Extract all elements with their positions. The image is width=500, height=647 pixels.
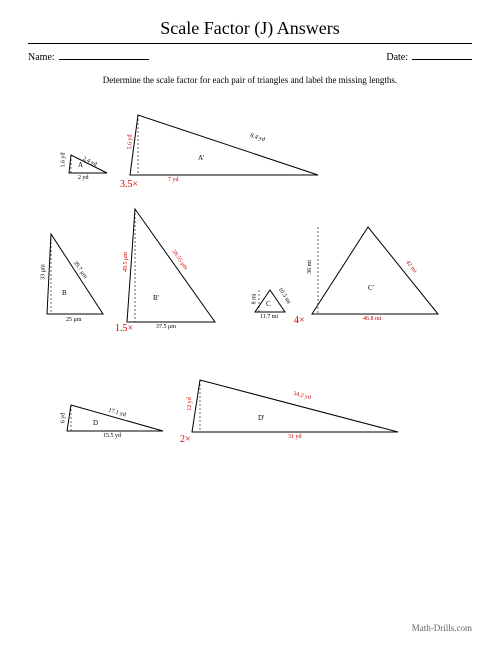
triangle-B-large: [123, 204, 233, 334]
D-large-height: 12 yd: [187, 397, 193, 411]
worksheet-page: Scale Factor (J) Answers Name: Date: Det…: [0, 0, 500, 647]
B-small-height: 33 μm: [41, 264, 47, 279]
D-large-label: D': [258, 414, 264, 422]
C-small-label: C: [266, 300, 271, 308]
triangle-C-large: [308, 219, 458, 324]
A-scale-factor: 3.5×: [120, 179, 138, 190]
date-field: Date:: [386, 52, 472, 63]
D-small-base: 15.5 yd: [103, 433, 121, 439]
name-blank[interactable]: [59, 59, 149, 60]
A-small-base: 2 yd: [78, 175, 89, 181]
name-field: Name:: [28, 52, 149, 63]
B-large-label: B': [153, 294, 159, 302]
A-large-height: 5.6 yd: [128, 135, 134, 150]
A-small-label: A: [78, 161, 83, 169]
name-label: Name:: [28, 52, 55, 63]
triangle-A-large: [128, 107, 328, 187]
page-title: Scale Factor (J) Answers: [28, 18, 472, 44]
A-large-label: A': [198, 154, 204, 162]
triangle-D-large: [188, 374, 418, 444]
C-small-height: 8 mi: [251, 294, 257, 305]
D-small-label: D: [93, 419, 98, 427]
info-row: Name: Date:: [28, 52, 472, 63]
D-scale-factor: 2×: [180, 434, 191, 445]
D-small-height: 6 yd: [60, 413, 66, 424]
A-large-base: 7 yd: [168, 177, 179, 183]
C-large-label: C': [368, 284, 374, 292]
instructions: Determine the scale factor for each pair…: [28, 75, 472, 85]
C-large-height: 36 mi: [307, 260, 313, 274]
figure-canvas: 1.6 yd 2 yd 2.4 yd A 5.6 yd 7 yd 8.4 yd …: [28, 99, 472, 609]
C-small-base: 11.7 mi: [260, 314, 278, 320]
B-large-base: 37.5 μm: [156, 324, 176, 330]
B-scale-factor: 1.5×: [115, 323, 133, 334]
footer: Math-Drills.com: [412, 623, 472, 633]
C-large-base: 46.8 mi: [363, 316, 381, 322]
date-label: Date:: [386, 52, 408, 63]
B-small-label: B: [62, 289, 67, 297]
B-small-base: 25 μm: [66, 317, 81, 323]
D-large-base: 31 yd: [288, 434, 302, 440]
C-scale-factor: 4×: [294, 315, 305, 326]
B-large-height: 49.5 μm: [123, 252, 129, 272]
A-small-height: 1.6 yd: [61, 153, 67, 168]
date-blank[interactable]: [412, 59, 472, 60]
triangle-B-small: [43, 229, 113, 324]
